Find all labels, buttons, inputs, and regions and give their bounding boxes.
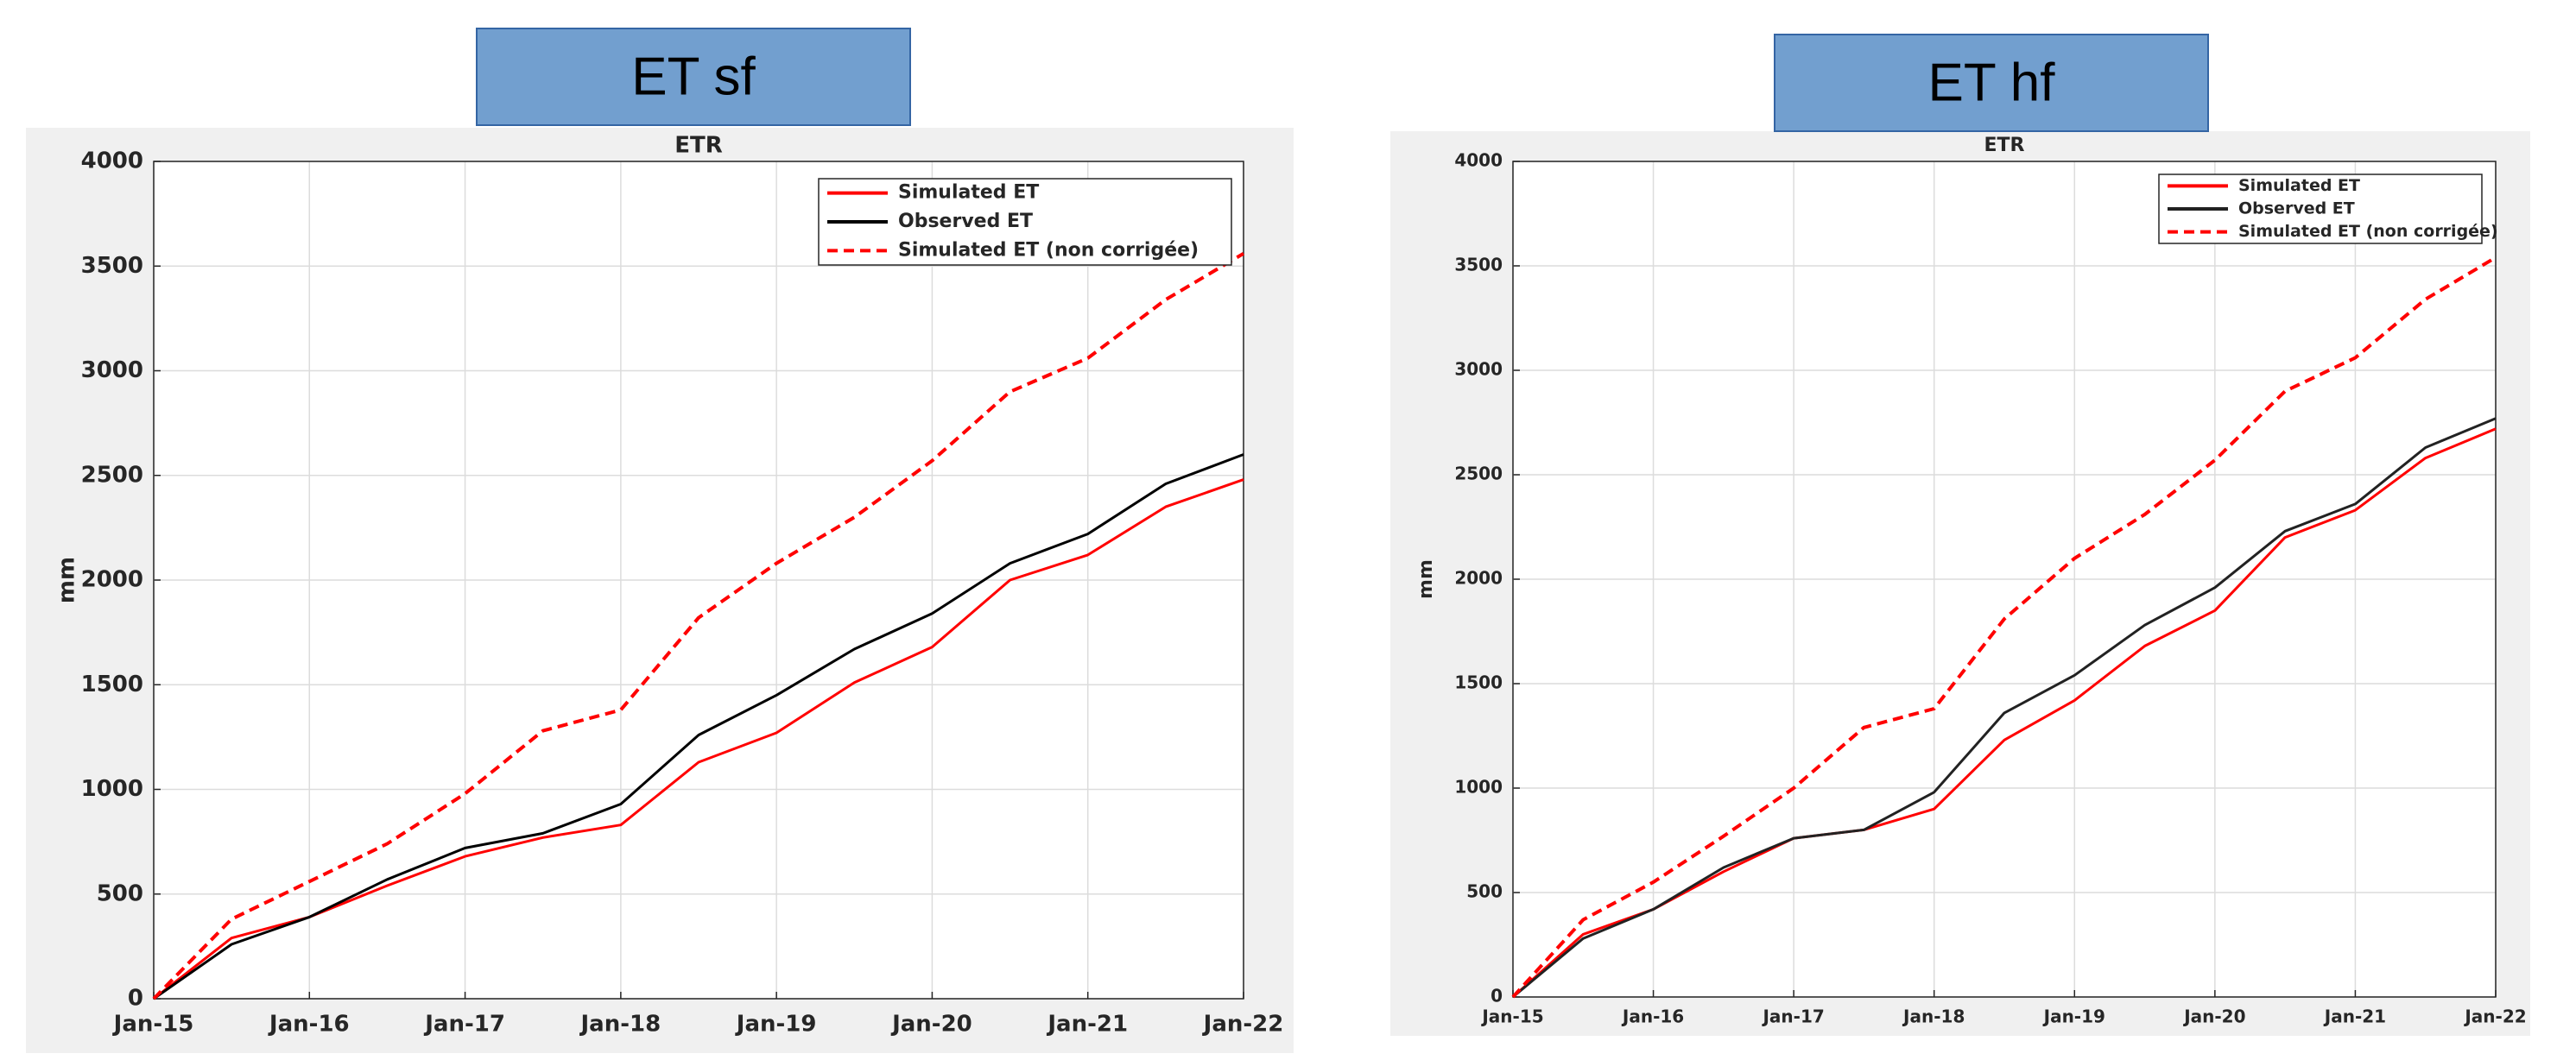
axes-box [1512,161,2497,998]
panel-header [476,28,911,126]
y-tick-label: 0 [128,986,143,1012]
y-tick-label: 1000 [1454,777,1503,798]
y-tick-label: 1500 [81,672,143,697]
series-line [1512,417,2497,999]
x-tick-label: Jan-18 [1902,1006,1965,1027]
x-tick-label: Jan-22 [1202,1012,1284,1038]
panel-header [1774,34,2209,132]
series-line [1511,256,2497,999]
y-tick-label: 2000 [1454,568,1503,589]
y-tick-label: 4000 [81,148,143,174]
y-tick-label: 2500 [81,462,143,488]
y-tick-label: 2000 [81,567,143,593]
legend-label: Simulated ET [898,182,1039,204]
y-tick-label: 1500 [1454,672,1503,693]
y-tick-label: 3000 [1454,359,1503,380]
y-axis-label: mm [54,557,80,603]
panel-header-label: ET sf [631,47,756,106]
x-tick-label: Jan-18 [579,1012,661,1038]
x-tick-label: Jan-16 [1621,1006,1684,1027]
y-tick-label: 500 [97,880,143,906]
x-tick-label: Jan-20 [2182,1006,2245,1027]
y-tick-label: 2500 [1454,464,1503,484]
panel-header-label: ET hf [1927,53,2055,112]
series-line [152,251,1245,1000]
x-tick-label: Jan-21 [2323,1006,2386,1027]
chart-title: ETR [1984,135,2025,156]
x-tick-label: Jan-17 [423,1012,505,1038]
x-tick-label: Jan-16 [268,1012,350,1038]
y-axis-label: mm [1415,559,1437,599]
axes-box [153,161,1244,1000]
legend-label: Observed ET [2238,199,2355,218]
x-tick-label: Jan-15 [112,1012,194,1038]
legend-label: Simulated ET (non corrigée) [898,239,1199,261]
legend-label: Simulated ET [2238,176,2360,195]
y-tick-label: 0 [1491,986,1503,1006]
chart: 0 500 1000 1500 2000 2500 3000 3500 4000 Jan-15 Ja… [1390,34,2530,1036]
y-tick-label: 500 [1466,881,1503,902]
y-tick-label: 3500 [1454,255,1503,275]
x-tick-label: Jan-19 [735,1012,817,1038]
x-tick-label: Jan-20 [890,1012,972,1038]
chart-title: ETR [674,133,723,159]
series-line [153,453,1244,1000]
chart: 0 500 1000 1500 2000 2500 3000 3500 4000 Jan-15 Ja… [26,28,1294,1053]
y-tick-label: 3000 [81,357,143,383]
y-tick-label: 3500 [81,253,143,279]
x-tick-label: Jan-21 [1046,1012,1128,1038]
y-tick-label: 4000 [1454,150,1503,171]
x-tick-label: Jan-19 [2042,1006,2105,1027]
legend-label: Observed ET [898,211,1033,232]
x-tick-label: Jan-17 [1761,1006,1824,1027]
x-tick-label: Jan-22 [2463,1006,2526,1027]
series-line [153,478,1244,1000]
y-tick-label: 1000 [81,776,143,802]
legend-label: Simulated ET (non corrigée) [2238,222,2498,241]
x-tick-label: Jan-15 [1480,1006,1543,1027]
